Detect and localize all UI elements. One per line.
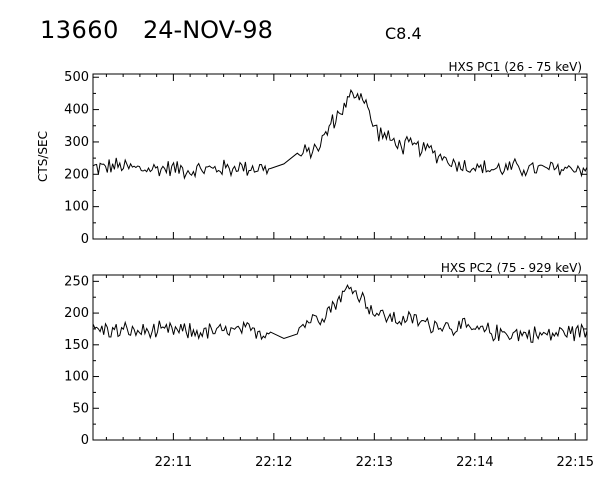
y-tick-label: 200 <box>64 306 89 321</box>
plot-frame <box>92 73 588 240</box>
x-tick-label: 22:11 <box>155 455 192 470</box>
y-axis-label: CTS/SEC <box>36 131 50 182</box>
chart-title: HXS PC1 (26 - 75 keV) <box>448 60 582 74</box>
chart-panel-1: HXS PC1 (26 - 75 keV) 0 100 200 300 400 500 CTS… <box>36 60 588 247</box>
y-tick-label: 0 <box>81 433 89 448</box>
y-tick-label: 100 <box>64 200 89 215</box>
chart-panel-2: HXS PC2 (75 - 929 keV) 0 50 100 150 200 250 22:… <box>64 261 594 470</box>
flare-class: C8.4 <box>385 24 422 43</box>
plot-frame <box>92 274 588 441</box>
y-tick-label: 0 <box>81 232 89 247</box>
event-date: 24-NOV-98 <box>143 16 273 44</box>
x-tick-label: 22:14 <box>456 455 493 470</box>
x-tick-label: 22:12 <box>255 455 292 470</box>
y-tick-label: 50 <box>72 401 89 416</box>
y-tick-label: 150 <box>64 338 89 353</box>
y-tick-label: 100 <box>64 370 89 385</box>
x-tick-label: 22:15 <box>557 455 594 470</box>
y-tick-label: 300 <box>64 135 89 150</box>
event-id: 13660 <box>40 16 119 44</box>
series-line <box>92 284 588 343</box>
y-tick-label: 400 <box>64 103 89 118</box>
series-line <box>92 88 588 180</box>
y-tick-label: 200 <box>64 167 89 182</box>
y-tick-label: 500 <box>64 70 89 85</box>
chart-title: HXS PC2 (75 - 929 keV) <box>441 261 582 275</box>
y-tick-label: 250 <box>64 274 89 289</box>
header: 13660 24-NOV-98 C8.4 <box>0 0 600 50</box>
x-tick-label: 22:13 <box>356 455 393 470</box>
